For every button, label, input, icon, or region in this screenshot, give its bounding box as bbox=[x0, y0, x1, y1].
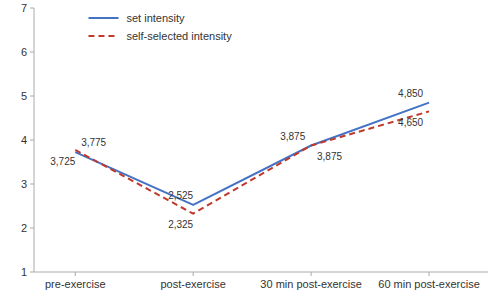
y-tick-label: 3 bbox=[21, 178, 27, 190]
legend-label: self-selected intensity bbox=[126, 30, 232, 42]
data-labels: 3,725 2,525 3,875 4,850 3,775 2,325 3,875 4,650 bbox=[50, 88, 423, 230]
legend-swatch bbox=[88, 17, 118, 19]
data-label: 3,875 bbox=[317, 151, 342, 162]
y-tick bbox=[30, 140, 34, 141]
x-tick-label: 60 min post-exercise bbox=[378, 278, 480, 290]
chart: 1 2 3 4 5 6 7 pre-exercise post-exercise 30 min p… bbox=[0, 0, 500, 302]
x-tick bbox=[311, 272, 312, 276]
x-tick bbox=[429, 272, 430, 276]
x-tick bbox=[75, 272, 76, 276]
x-tick-label: 30 min post-exercise bbox=[260, 278, 362, 290]
data-label: 4,850 bbox=[398, 88, 423, 99]
legend: set intensity self-selected intensity bbox=[88, 12, 232, 42]
chart-container: 1 2 3 4 5 6 7 pre-exercise post-exercise 30 min p… bbox=[0, 0, 500, 302]
data-label: 3,725 bbox=[50, 156, 75, 167]
x-axis-line bbox=[34, 272, 488, 273]
y-tick-label: 1 bbox=[21, 266, 27, 278]
series-line bbox=[75, 111, 429, 213]
y-tick bbox=[30, 272, 34, 273]
y-tick-label: 7 bbox=[21, 2, 27, 14]
y-tick-label: 6 bbox=[21, 46, 27, 58]
data-label: 2,525 bbox=[168, 190, 193, 201]
series-line bbox=[75, 103, 429, 205]
y-tick bbox=[30, 228, 34, 229]
y-tick bbox=[30, 52, 34, 53]
y-tick bbox=[30, 184, 34, 185]
y-tick-label: 4 bbox=[21, 134, 27, 146]
data-label: 3,875 bbox=[280, 131, 305, 142]
y-tick-label: 2 bbox=[21, 222, 27, 234]
x-tick-label: post-exercise bbox=[160, 278, 225, 290]
data-label: 4,650 bbox=[398, 117, 423, 128]
y-tick-label: 5 bbox=[21, 90, 27, 102]
x-tick-label: pre-exercise bbox=[45, 278, 106, 290]
legend-swatch bbox=[88, 35, 118, 37]
data-label: 2,325 bbox=[168, 219, 193, 230]
data-label: 3,775 bbox=[81, 137, 106, 148]
y-tick bbox=[30, 96, 34, 97]
y-tick bbox=[30, 8, 34, 9]
axes: 1 2 3 4 5 6 7 pre-exercise post-exercise 30 min p… bbox=[21, 2, 488, 290]
x-tick bbox=[193, 272, 194, 276]
legend-label: set intensity bbox=[126, 12, 185, 24]
plot-area bbox=[75, 103, 429, 214]
